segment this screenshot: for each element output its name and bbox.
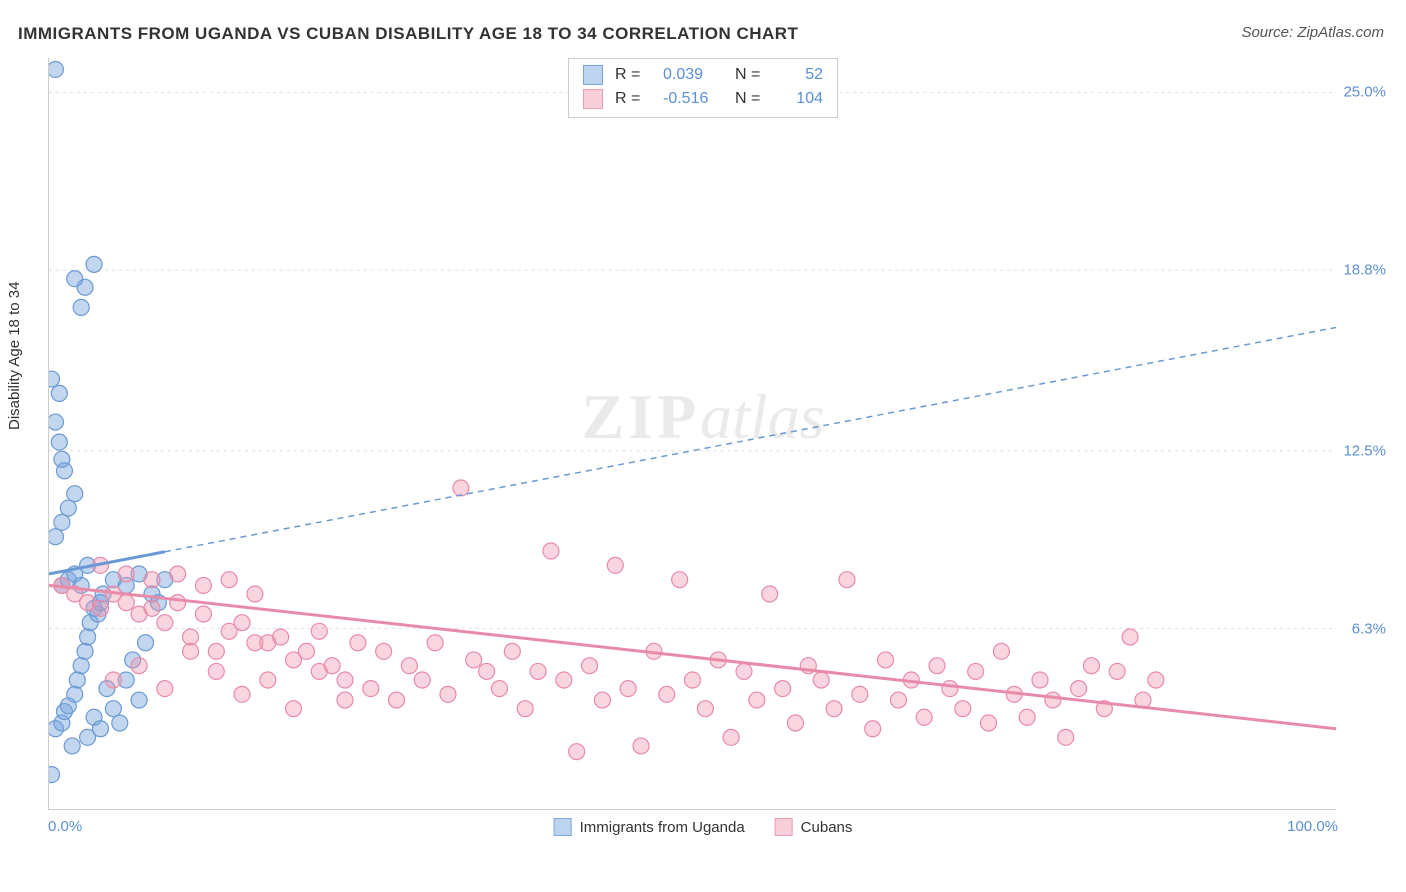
correlation-row-uganda: R = 0.039 N = 52 bbox=[583, 63, 823, 87]
y-tick-label: 18.8% bbox=[1343, 262, 1386, 279]
n-value-uganda: 52 bbox=[783, 66, 823, 84]
n-value-cubans: 104 bbox=[783, 90, 823, 108]
r-label: R = bbox=[615, 90, 651, 108]
source-attribution: Source: ZipAtlas.com bbox=[1241, 24, 1384, 41]
legend-label-cubans: Cubans bbox=[801, 819, 853, 836]
swatch-uganda bbox=[554, 818, 572, 836]
r-label: R = bbox=[615, 66, 651, 84]
y-tick-label: 25.0% bbox=[1343, 84, 1386, 101]
chart-container: IMMIGRANTS FROM UGANDA VS CUBAN DISABILI… bbox=[0, 0, 1406, 892]
r-value-cubans: -0.516 bbox=[663, 90, 723, 108]
swatch-cubans bbox=[583, 89, 603, 109]
x-min-label: 0.0% bbox=[48, 818, 82, 835]
swatch-uganda bbox=[583, 65, 603, 85]
y-axis-label: Disability Age 18 to 34 bbox=[6, 282, 23, 430]
n-label: N = bbox=[735, 66, 771, 84]
legend-item-uganda: Immigrants from Uganda bbox=[554, 818, 745, 836]
legend-item-cubans: Cubans bbox=[775, 818, 853, 836]
y-tick-label: 6.3% bbox=[1352, 621, 1386, 638]
r-value-uganda: 0.039 bbox=[663, 66, 723, 84]
swatch-cubans bbox=[775, 818, 793, 836]
x-max-label: 100.0% bbox=[1287, 818, 1338, 835]
legend-label-uganda: Immigrants from Uganda bbox=[580, 819, 745, 836]
chart-svg bbox=[49, 58, 1336, 809]
series-legend: Immigrants from Uganda Cubans bbox=[554, 818, 853, 836]
correlation-row-cubans: R = -0.516 N = 104 bbox=[583, 87, 823, 111]
y-tick-label: 12.5% bbox=[1343, 443, 1386, 460]
correlation-legend: R = 0.039 N = 52 R = -0.516 N = 104 bbox=[568, 58, 838, 118]
plot-area bbox=[48, 58, 1336, 810]
n-label: N = bbox=[735, 90, 771, 108]
chart-title: IMMIGRANTS FROM UGANDA VS CUBAN DISABILI… bbox=[18, 24, 798, 44]
